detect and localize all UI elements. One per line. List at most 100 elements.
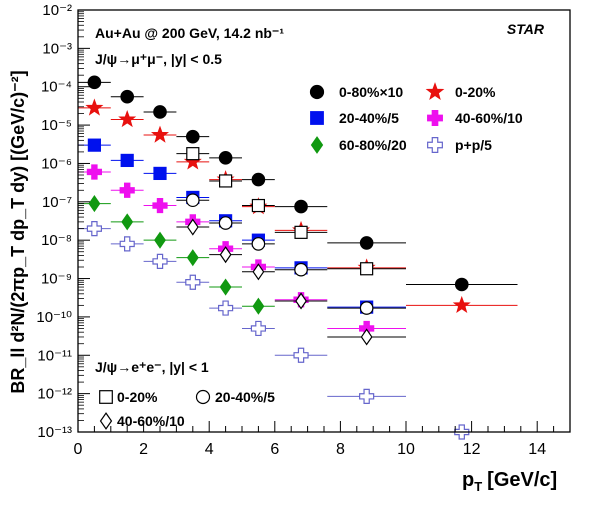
x-tick-label: 4 — [205, 441, 214, 458]
series-mumu-60-80-20 — [78, 195, 275, 315]
legend-item: 0-80%×10 — [309, 84, 403, 100]
legend-marker — [309, 84, 325, 100]
data-point — [219, 174, 233, 188]
x-tick-label: 14 — [528, 441, 546, 458]
legend-marker — [425, 82, 445, 100]
data-point — [186, 249, 199, 267]
data-point — [152, 197, 168, 214]
data-point — [119, 236, 135, 252]
legend-label: 0-20% — [117, 389, 158, 405]
data-point — [219, 278, 232, 296]
legend-marker — [99, 390, 113, 404]
legend-item: 40-60%/10 — [99, 412, 185, 430]
series-ee-20-40-5 — [176, 193, 406, 315]
legend-marker — [310, 111, 324, 125]
dielectron-channel-label: J/ψ→e⁺e⁻, |y| < 1 — [95, 359, 209, 375]
data-point — [218, 300, 234, 316]
data-point — [154, 231, 166, 249]
legend-label: p+p/5 — [455, 137, 492, 153]
x-tick-label: 12 — [463, 441, 481, 458]
data-point — [454, 277, 469, 292]
data-point — [121, 213, 134, 231]
data-point — [359, 236, 374, 250]
legend-label: 0-20% — [455, 84, 496, 100]
y-tick-label: 10⁻¹⁰ — [36, 309, 72, 326]
y-tick-label: 10⁻⁶ — [41, 155, 72, 172]
experiment-label: STAR — [507, 21, 545, 37]
legend-marker — [195, 389, 211, 405]
legend-label: 0-80%×10 — [339, 84, 403, 100]
data-point — [153, 166, 167, 181]
x-tick-label: 0 — [74, 441, 83, 458]
legend-label: 40-60%/10 — [117, 413, 185, 429]
data-point — [120, 89, 134, 104]
data-point — [452, 295, 471, 314]
data-point — [86, 164, 103, 180]
data-marks — [78, 75, 518, 440]
data-point — [251, 237, 266, 251]
y-tick-label: 10⁻⁴ — [41, 79, 72, 96]
legend: 0-80%×10 0-20% 20-40%/5 40-60%/10 60-80%/20 p… — [99, 82, 523, 430]
y-tick-label: 10⁻¹² — [37, 386, 72, 403]
data-point — [153, 105, 167, 119]
x-tick-label: 6 — [270, 441, 279, 458]
y-tick-label: 10⁻⁹ — [41, 271, 72, 288]
data-point — [252, 263, 265, 281]
axes: 0 2 4 6 8 10 12 14 10⁻¹³ 10⁻¹² 10⁻¹¹ 10⁻¹⁰ 10⁻⁹ 10⁻⁸ 1… — [36, 2, 571, 458]
y-tick-label: 10⁻⁷ — [42, 194, 72, 211]
data-point — [186, 218, 199, 236]
data-point — [88, 195, 101, 213]
legend-marker — [99, 412, 113, 430]
data-point — [359, 301, 374, 315]
data-point — [359, 388, 375, 404]
legend-item: 0-20% — [99, 389, 158, 405]
data-point — [219, 246, 232, 264]
legend-item: 20-40%/5 — [195, 389, 275, 405]
y-axis-label: BR_ll d²N/(2πp_T dp_T dy) [(GeV/c)⁻²] — [8, 70, 28, 393]
legend-item: 60-80%/20 — [310, 136, 407, 154]
data-point — [251, 198, 265, 213]
data-point — [186, 193, 200, 208]
legend-label: 20-40%/5 — [215, 389, 275, 405]
data-point — [250, 320, 266, 337]
data-point — [186, 129, 200, 144]
x-tick-label: 2 — [139, 441, 148, 458]
y-tick-label: 10⁻⁵ — [41, 117, 72, 134]
data-point — [360, 262, 374, 276]
legend-marker — [310, 136, 324, 154]
data-point — [294, 225, 308, 239]
x-axis-label: pT [GeV/c] — [462, 469, 557, 494]
y-tick-label: 10⁻¹¹ — [37, 347, 72, 364]
legend-item: p+p/5 — [427, 137, 492, 153]
data-point — [120, 153, 134, 168]
y-tick-label: 10⁻² — [42, 2, 72, 19]
data-point — [86, 221, 103, 237]
data-point — [360, 328, 373, 346]
data-point — [119, 182, 135, 198]
data-point — [218, 151, 233, 165]
data-point — [118, 110, 137, 128]
x-axis-label-main: p — [462, 469, 474, 491]
legend-marker — [427, 110, 443, 126]
data-point — [186, 147, 200, 161]
y-tick-label: 10⁻¹³ — [37, 424, 72, 441]
data-point — [295, 292, 307, 310]
data-point — [185, 274, 201, 290]
legend-marker — [427, 137, 443, 153]
legend-item: 0-20% — [425, 82, 496, 100]
data-point — [252, 297, 265, 315]
data-point — [218, 216, 233, 230]
legend-item: 40-60%/10 — [427, 110, 523, 126]
x-tick-label: 10 — [397, 441, 415, 458]
dimuon-channel-label: J/ψ→μ⁺μ⁻, |y| < 0.5 — [95, 51, 222, 67]
data-point — [152, 253, 168, 269]
data-point — [294, 199, 308, 214]
series-ee-0-20- — [176, 147, 406, 276]
data-point — [294, 262, 308, 277]
legend-label: 20-40%/5 — [339, 110, 399, 126]
x-axis-label-unit: [GeV/c] — [487, 469, 557, 491]
data-point — [251, 172, 266, 187]
y-tick-label: 10⁻⁸ — [41, 232, 72, 249]
series-mumu-0-80-10 — [78, 75, 518, 292]
